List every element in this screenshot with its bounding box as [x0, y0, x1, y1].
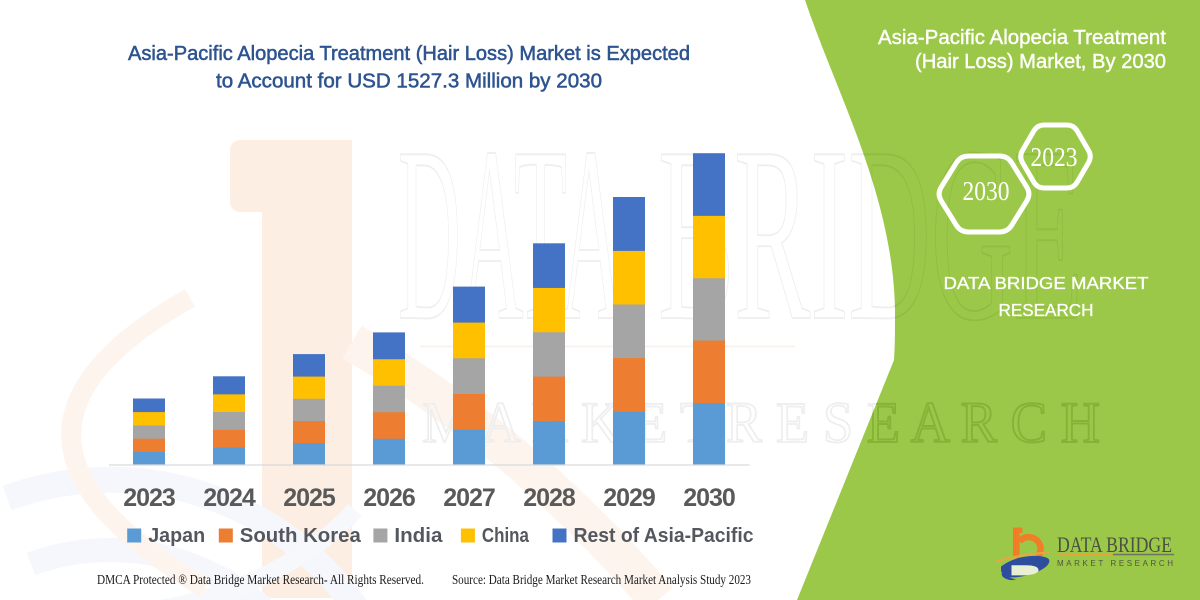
svg-text:2027: 2027 [443, 484, 495, 512]
svg-text:DATA BRIDGE: DATA BRIDGE [1057, 532, 1172, 557]
svg-text:2025: 2025 [283, 484, 336, 512]
svg-text:China: China [482, 525, 530, 547]
svg-text:DATA: DATA [398, 96, 623, 373]
svg-text:Source: Data Bridge Market Res: Source: Data Bridge Market Research Mark… [452, 572, 751, 587]
svg-text:Asia-Pacific Alopecia Treatmen: Asia-Pacific Alopecia Treatment [878, 27, 1166, 49]
svg-text:Japan: Japan [148, 525, 205, 547]
svg-text:2030: 2030 [963, 176, 1010, 206]
svg-text:Rest of Asia-Pacific: Rest of Asia-Pacific [574, 525, 754, 547]
svg-text:2029: 2029 [603, 484, 655, 512]
svg-text:Asia-Pacific Alopecia Treatmen: Asia-Pacific Alopecia Treatment (Hair Lo… [128, 42, 690, 65]
svg-text:to Account for USD 1527.3 Mill: to Account for USD 1527.3 Million by 203… [216, 70, 602, 93]
svg-text:DMCA Protected ® Data Bridge M: DMCA Protected ® Data Bridge Market Rese… [97, 572, 424, 587]
svg-text:2028: 2028 [523, 484, 576, 512]
svg-text:2023: 2023 [1031, 142, 1078, 172]
svg-text:2026: 2026 [363, 484, 415, 512]
svg-text:South Korea: South Korea [240, 525, 362, 547]
svg-text:India: India [394, 525, 443, 547]
svg-text:MARKET RESEARCH: MARKET RESEARCH [1057, 559, 1173, 568]
svg-text:2023: 2023 [123, 484, 175, 512]
svg-text:2024: 2024 [203, 484, 256, 512]
svg-text:DATA BRIDGE MARKET: DATA BRIDGE MARKET [944, 273, 1149, 293]
svg-text:2030: 2030 [683, 484, 735, 512]
svg-text:RESEARCH: RESEARCH [999, 300, 1094, 320]
svg-text:(Hair Loss) Market, By 2030: (Hair Loss) Market, By 2030 [915, 51, 1166, 73]
